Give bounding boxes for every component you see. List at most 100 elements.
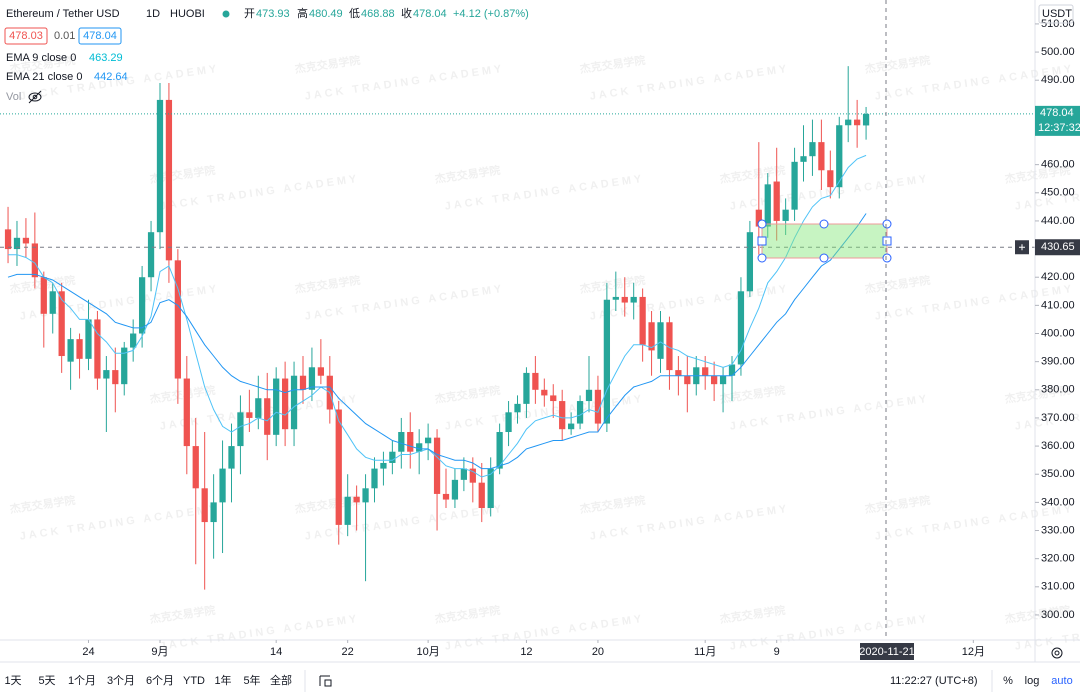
range-button[interactable]: YTD	[183, 675, 205, 687]
candle-body	[567, 423, 575, 430]
currency[interactable]: USDT	[1042, 8, 1072, 20]
candle-body	[308, 367, 316, 390]
auto-toggle[interactable]: auto	[1051, 675, 1072, 687]
candle-body	[237, 412, 244, 447]
y-tick-label: 310.00	[1041, 581, 1075, 593]
ema9-value: 463.29	[89, 52, 123, 64]
handle[interactable]	[882, 253, 892, 263]
candle-body	[657, 322, 664, 359]
candle-body	[40, 277, 47, 314]
candle-body	[156, 99, 164, 233]
candle-body	[684, 375, 691, 385]
candle-body	[4, 229, 12, 250]
y-tick-label: 450.00	[1041, 187, 1075, 199]
candle-body	[174, 260, 181, 379]
handle[interactable]	[819, 253, 829, 263]
low-label: 低	[349, 7, 360, 20]
candle-body	[541, 389, 548, 396]
log-toggle[interactable]: log	[1025, 675, 1040, 687]
range-button[interactable]: 1个月	[68, 674, 96, 687]
candle-body	[460, 468, 468, 480]
candle-body	[362, 488, 369, 503]
candle-body	[594, 389, 602, 424]
candle-body	[746, 232, 754, 292]
range-button[interactable]: 全部	[270, 673, 292, 687]
crosshair-date: 2020-11-21	[859, 646, 914, 658]
candle-body	[424, 437, 432, 444]
handle[interactable]	[757, 253, 767, 263]
currency-box[interactable]	[1038, 4, 1074, 24]
buy-price[interactable]: 478.04	[83, 30, 117, 42]
compare-icon[interactable]	[319, 675, 332, 687]
candle-body	[469, 468, 476, 483]
candle-body	[836, 125, 843, 188]
handle[interactable]	[882, 219, 892, 229]
ema-line	[7, 213, 867, 470]
candle-body	[728, 364, 736, 376]
candle-body	[648, 322, 655, 351]
candle-body	[85, 319, 92, 359]
candle-body	[281, 378, 289, 430]
candle-body	[335, 409, 342, 525]
candle-body	[862, 113, 870, 126]
symbol: Ethereum / Tether USD	[6, 8, 120, 20]
range-button[interactable]: 6个月	[146, 674, 174, 687]
toolbar: 11:22:27 (UTC+8) % log auto 1天 5天 1个月 3个月 6个…	[4, 670, 1073, 692]
handle[interactable]	[757, 219, 767, 229]
buy-button[interactable]	[78, 27, 122, 45]
candle-body	[559, 401, 566, 430]
candle-body	[255, 398, 262, 418]
handle[interactable]	[819, 219, 829, 229]
open-label: 开	[244, 8, 255, 20]
x-tick-label: 24	[82, 646, 94, 658]
candle-body	[487, 468, 494, 509]
candle-body	[719, 375, 727, 385]
candle-body	[353, 496, 360, 503]
axes: 300.00 310.00 320.00 330.00 340.00 350.00 360.…	[82, 18, 1080, 658]
range-button[interactable]: 3个月	[107, 674, 135, 687]
candle-body	[183, 378, 190, 447]
clock[interactable]: 11:22:27 (UTC+8)	[890, 675, 978, 687]
interval[interactable]: 1D	[146, 8, 160, 20]
range-button[interactable]: 1天	[4, 675, 21, 687]
candle-body	[121, 347, 128, 385]
x-tick-label: 9	[774, 646, 780, 658]
sell-price[interactable]: 478.03	[9, 30, 43, 42]
candle-body	[827, 170, 834, 188]
handle[interactable]	[882, 236, 892, 246]
hidden-icon[interactable]	[28, 90, 42, 104]
x-tick-label: 22	[342, 646, 354, 658]
candle-body	[76, 339, 83, 359]
crosshair-plus-icon[interactable]	[1019, 244, 1025, 251]
range-button[interactable]: 5天	[38, 675, 55, 687]
settings-icon[interactable]	[1051, 647, 1063, 659]
handle[interactable]	[757, 236, 767, 246]
candle-body	[478, 482, 485, 509]
candle-body	[219, 468, 226, 503]
y-tick-label: 330.00	[1041, 524, 1075, 536]
candle-body	[433, 437, 441, 494]
candle-body	[371, 468, 378, 489]
candle-body	[130, 333, 137, 348]
range-button[interactable]: 5年	[243, 673, 260, 687]
range-button[interactable]: 1年	[214, 673, 231, 687]
rect-drawing[interactable]	[757, 219, 892, 263]
drawn-rectangle[interactable]	[761, 223, 888, 259]
candle-body	[49, 291, 56, 314]
candle-body	[398, 432, 405, 452]
candle-body	[201, 488, 208, 523]
candle-body	[210, 502, 217, 523]
candle-body	[147, 232, 155, 278]
candle-body	[854, 119, 861, 126]
candle-body	[702, 367, 709, 376]
percent-toggle[interactable]: %	[1003, 675, 1013, 687]
y-tick-label: 320.00	[1041, 553, 1075, 565]
candle-body	[585, 389, 593, 402]
sell-button[interactable]	[4, 27, 48, 45]
candle-body	[603, 299, 611, 424]
y-tick-label: 390.00	[1041, 356, 1075, 368]
last-price-box	[1035, 105, 1080, 136]
candle-body	[31, 243, 38, 278]
candle-body	[58, 291, 65, 357]
candle-body	[344, 496, 351, 525]
